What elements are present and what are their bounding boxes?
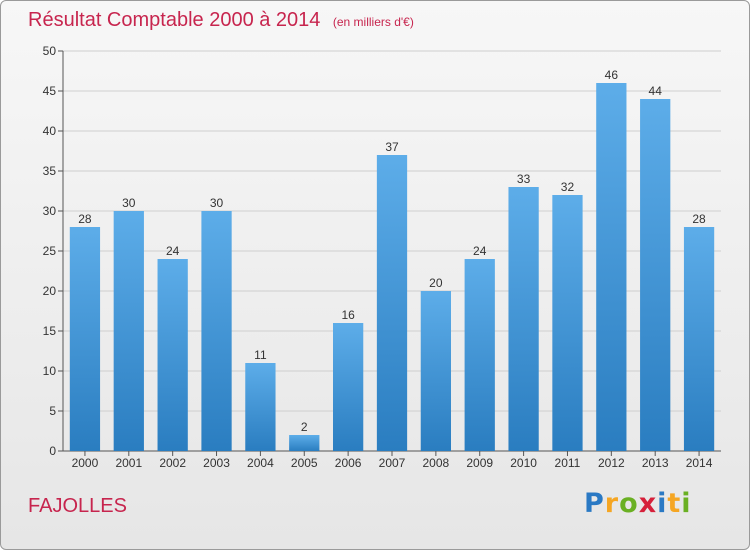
commune-name: FAJOLLES bbox=[28, 495, 127, 517]
logo-letter: i bbox=[681, 488, 692, 519]
bar bbox=[552, 195, 583, 451]
y-tick-label: 25 bbox=[43, 244, 57, 258]
bar-value-label: 20 bbox=[429, 276, 443, 290]
y-tick-label: 15 bbox=[43, 324, 57, 338]
x-tick-label: 2007 bbox=[379, 456, 406, 470]
bar bbox=[332, 323, 364, 451]
bar-value-label: 37 bbox=[385, 140, 399, 154]
y-axis-ticks: 0 5 10 15 20 25 30 35 40 45 50 bbox=[43, 44, 63, 458]
logo-letter: x bbox=[638, 488, 658, 519]
chart-title-block: Résultat Comptable 2000 à 2014 (en milli… bbox=[28, 9, 414, 32]
y-tick-label: 45 bbox=[43, 84, 57, 98]
bar bbox=[245, 363, 276, 451]
x-tick-label: 2000 bbox=[72, 456, 99, 470]
x-tick-label: 2009 bbox=[466, 456, 493, 470]
x-axis-ticks: 2000 2001 2002 2003 2004 2005 2006 2007 2008 2009… bbox=[72, 451, 713, 470]
bar-value-label: 30 bbox=[122, 196, 136, 210]
x-tick-label: 2003 bbox=[203, 456, 230, 470]
logo-letter: i bbox=[657, 488, 668, 519]
y-tick-label: 35 bbox=[43, 164, 57, 178]
x-tick-label: 2014 bbox=[686, 456, 713, 470]
x-tick-label: 2006 bbox=[335, 456, 362, 470]
x-tick-label: 2004 bbox=[247, 456, 274, 470]
y-tick-label: 30 bbox=[43, 204, 57, 218]
x-tick-label: 2010 bbox=[510, 456, 537, 470]
logo-letter: o bbox=[619, 488, 639, 519]
bar bbox=[508, 187, 539, 451]
bar bbox=[113, 211, 144, 451]
y-tick-label: 5 bbox=[49, 404, 56, 418]
logo-letter: r bbox=[604, 488, 620, 519]
y-tick-label: 0 bbox=[49, 444, 56, 458]
x-tick-label: 2002 bbox=[159, 456, 186, 470]
bar bbox=[201, 211, 232, 451]
bar-value-label: 24 bbox=[473, 244, 487, 258]
chart-subtitle: (en milliers d'€) bbox=[332, 15, 414, 29]
bar-value-label: 30 bbox=[210, 196, 224, 210]
bar-value-label: 24 bbox=[166, 244, 180, 258]
bar bbox=[289, 435, 320, 451]
logo-letter: P bbox=[584, 488, 605, 519]
proxiti-logo: Proxiti bbox=[584, 488, 692, 519]
y-tick-label: 20 bbox=[43, 284, 57, 298]
bar-value-label: 46 bbox=[605, 68, 619, 82]
bar-value-label: 44 bbox=[649, 84, 663, 98]
bar bbox=[376, 155, 408, 451]
bar-value-label: 33 bbox=[517, 172, 531, 186]
bar bbox=[420, 291, 452, 451]
chart-title: Résultat Comptable 2000 à 2014 bbox=[28, 9, 321, 31]
bar-value-label: 16 bbox=[341, 308, 355, 322]
x-tick-label: 2001 bbox=[115, 456, 142, 470]
y-tick-label: 40 bbox=[43, 124, 57, 138]
data-labels: 28 30 24 30 11 2 16 37 20 24 33 32 46 44 28 bbox=[78, 68, 706, 434]
logo-letter: t bbox=[667, 488, 682, 519]
bar-value-label: 32 bbox=[561, 180, 575, 194]
x-tick-label: 2011 bbox=[555, 456, 581, 470]
bar-value-label: 28 bbox=[78, 212, 92, 226]
bar bbox=[464, 259, 495, 451]
bar bbox=[157, 259, 188, 451]
x-tick-label: 2013 bbox=[642, 456, 669, 470]
bar bbox=[69, 227, 101, 451]
x-tick-label: 2005 bbox=[291, 456, 318, 470]
bars bbox=[69, 83, 715, 451]
x-tick-label: 2012 bbox=[598, 456, 625, 470]
bar-value-label: 11 bbox=[254, 348, 267, 362]
bar bbox=[683, 227, 715, 451]
bar-value-label: 28 bbox=[692, 212, 706, 226]
x-tick-label: 2008 bbox=[423, 456, 450, 470]
y-tick-label: 50 bbox=[43, 44, 57, 58]
bar-value-label: 2 bbox=[301, 420, 308, 434]
bar bbox=[596, 83, 627, 451]
bar bbox=[640, 99, 671, 451]
y-tick-label: 10 bbox=[43, 364, 57, 378]
